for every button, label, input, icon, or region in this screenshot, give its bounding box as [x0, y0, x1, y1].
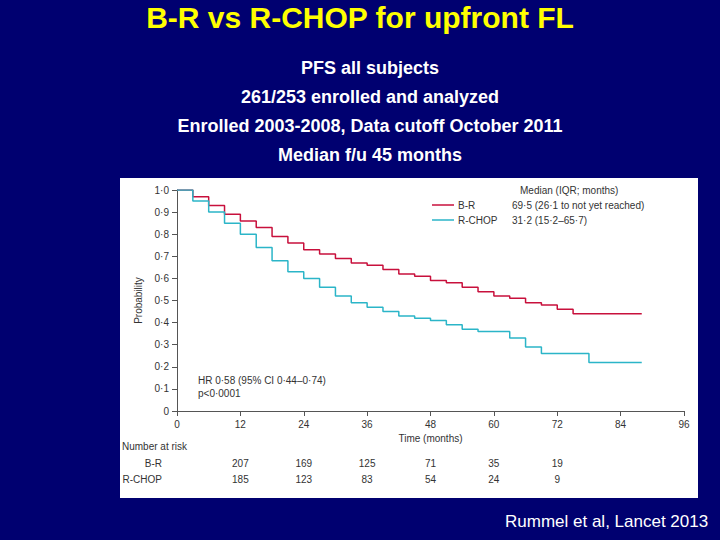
svg-text:R-CHOP: R-CHOP — [123, 474, 163, 485]
svg-text:48: 48 — [425, 419, 437, 430]
html-text:B-R vs R-CHOP for upfront FL: B-R vs R-CHOP for upfront FL — [146, 1, 574, 34]
html-text:261/253 enrolled and analyzed: 261/253 enrolled and analyzed — [240, 87, 500, 107]
svg-text:84: 84 — [615, 419, 627, 430]
svg-text:B-R: B-R — [458, 200, 475, 211]
svg-text:72: 72 — [552, 419, 564, 430]
svg-text:35: 35 — [488, 458, 500, 469]
svg-text:0·9: 0·9 — [155, 207, 170, 218]
svg-text:p<0·0001: p<0·0001 — [198, 388, 241, 399]
svg-text:169: 169 — [295, 458, 312, 469]
svg-text:0·8: 0·8 — [155, 229, 170, 240]
svg-text:R-CHOP: R-CHOP — [458, 215, 498, 226]
html-text:PFS all subjects: PFS all subjects — [301, 58, 439, 78]
svg-text:Median (IQR; months): Median (IQR; months) — [520, 185, 618, 196]
svg-text:0·7: 0·7 — [155, 251, 170, 262]
html-text:Enrolled 2003-2008, Data cutof: Enrolled 2003-2008, Data cutoff October … — [177, 116, 563, 136]
html-text:Rummel et al, Lancet 2013: Rummel et al, Lancet 2013 — [505, 512, 709, 531]
svg-text:185: 185 — [232, 474, 249, 485]
svg-text:1·0: 1·0 — [155, 185, 170, 196]
svg-text:24: 24 — [488, 474, 500, 485]
svg-text:19: 19 — [552, 458, 564, 469]
html-text:Median f/u 45 months: Median f/u 45 months — [278, 145, 462, 165]
svg-text:12: 12 — [235, 419, 247, 430]
svg-text:60: 60 — [488, 419, 500, 430]
svg-text:0·4: 0·4 — [155, 317, 170, 328]
svg-text:69·5 (26·1 to not yet reached): 69·5 (26·1 to not yet reached) — [512, 200, 644, 211]
svg-text:HR 0·58 (95% CI 0·44–0·74): HR 0·58 (95% CI 0·44–0·74) — [198, 375, 326, 386]
svg-text:0: 0 — [163, 406, 169, 417]
svg-text:9: 9 — [554, 474, 560, 485]
svg-text:96: 96 — [678, 419, 690, 430]
svg-text:B-R: B-R — [145, 458, 162, 469]
svg-text:125: 125 — [359, 458, 376, 469]
svg-text:0·5: 0·5 — [155, 295, 170, 306]
svg-text:24: 24 — [298, 419, 310, 430]
svg-text:54: 54 — [425, 474, 437, 485]
svg-text:31·2 (15·2–65·7): 31·2 (15·2–65·7) — [512, 215, 587, 226]
svg-text:83: 83 — [362, 474, 374, 485]
svg-text:123: 123 — [295, 474, 312, 485]
svg-text:207: 207 — [232, 458, 249, 469]
svg-text:0·1: 0·1 — [155, 383, 170, 394]
svg-text:0·6: 0·6 — [155, 273, 170, 284]
svg-text:0·3: 0·3 — [155, 339, 170, 350]
svg-text:36: 36 — [362, 419, 374, 430]
svg-text:Probability: Probability — [133, 277, 144, 324]
svg-text:Time (months): Time (months) — [398, 433, 462, 444]
svg-text:Number at risk: Number at risk — [122, 441, 188, 452]
svg-text:0: 0 — [174, 419, 180, 430]
svg-text:71: 71 — [425, 458, 437, 469]
svg-text:0·2: 0·2 — [155, 361, 170, 372]
